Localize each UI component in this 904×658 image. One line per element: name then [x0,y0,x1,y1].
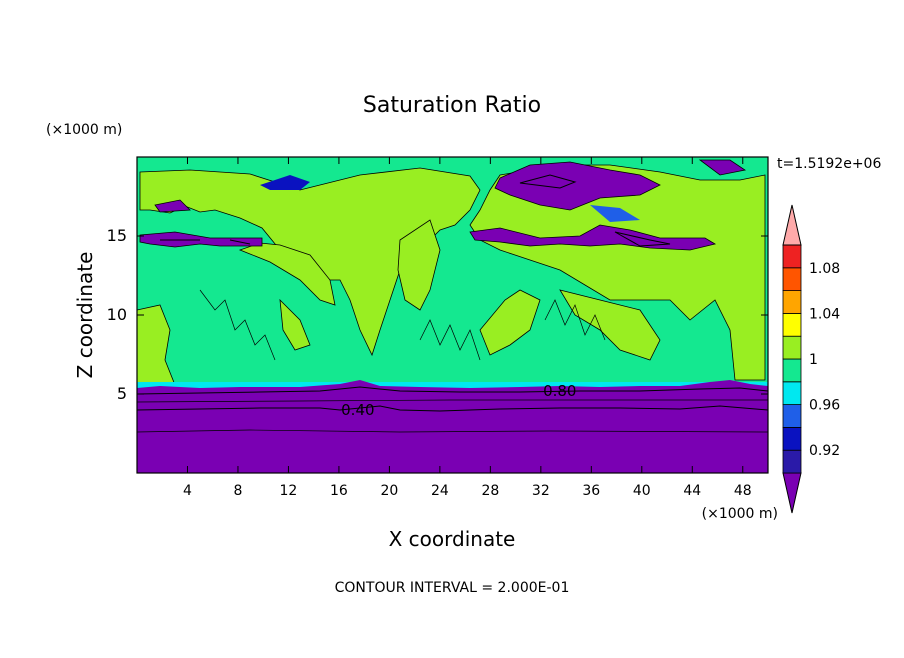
contour-label: 0.80 [543,382,576,400]
chart-title: Saturation Ratio [363,93,541,118]
colorbar-label: 0.96 [809,398,840,414]
plot-area [137,157,768,473]
colorbar-min-arrow [782,472,802,514]
colorbar-swatch [782,267,802,291]
region-right-mid [559,289,661,361]
x-tick-label: 32 [532,483,550,499]
colorbar: 1.08 1.04 1 0.96 0.92 [782,204,840,514]
region-center-column [397,219,441,311]
contour-label: 0.40 [341,401,374,419]
upper-regions [137,164,766,386]
y-unit-label: (×1000 m) [46,122,122,138]
region-upper-left-inner [238,242,336,306]
colorbar-label: 1.08 [809,261,840,277]
colorbar-swatch [782,358,802,383]
colorbar-label: 0.92 [809,443,840,459]
x-tick-label: 8 [233,483,242,499]
x-tick-label: 44 [683,483,701,499]
colorbar-label: 1 [809,352,818,368]
x-axis: 4 8 12 16 20 24 28 32 36 40 44 48 [183,157,752,499]
bottom-layer [137,380,768,473]
band-left [139,231,263,248]
dark-bands [139,159,747,251]
x-unit-label: (×1000 m) [702,506,778,522]
x-tick-label: 24 [431,483,449,499]
colorbar-max-arrow [782,204,802,246]
region-left-mid [279,298,311,351]
contour-labels: 0.40 0.80 [341,382,576,419]
band-blue-right [590,205,640,222]
region-fringe-lines [199,289,606,361]
colorbar-swatch [782,244,802,269]
x-tick-label: 16 [330,483,348,499]
x-tick-label: 36 [582,483,600,499]
band-contours [160,174,671,247]
contour-line-0.4 [137,405,768,412]
colorbar-swatch [782,449,802,474]
time-label: t=1.5192e+06 [777,156,881,172]
band-top-right [698,159,747,176]
band-center-right [469,224,717,251]
x-tick-label: 12 [280,483,298,499]
x-tick-label: 28 [481,483,499,499]
colorbar-swatch [782,335,802,360]
colorbar-swatch [782,312,802,337]
region-center-right [479,289,541,356]
x-tick-label: 4 [183,483,192,499]
band-blue-upper [260,175,310,190]
band-small-left [154,199,191,213]
y-axis: 5 10 15 [107,226,768,403]
y-axis-title: Z coordinate [73,252,97,379]
contour-line-0.8 [137,386,768,395]
y-tick-label: 15 [107,226,127,245]
contour-interval-note: CONTOUR INTERVAL = 2.000E-01 [335,580,570,596]
colorbar-swatch [782,290,802,314]
x-tick-label: 48 [734,483,752,499]
colorbar-label: 1.04 [809,306,840,322]
contour-lines-secondary [137,399,768,433]
x-axis-title: X coordinate [389,527,516,551]
colorbar-swatch [782,404,802,428]
purple-cap [137,380,768,473]
colorbar-swatch [782,381,802,405]
y-tick-label: 10 [107,305,127,324]
x-tick-label: 20 [380,483,398,499]
y-tick-label: 5 [117,384,127,403]
band-upper-right [494,161,661,211]
region-left-edge [137,304,176,386]
x-tick-label: 40 [633,483,651,499]
colorbar-swatch [782,426,802,451]
